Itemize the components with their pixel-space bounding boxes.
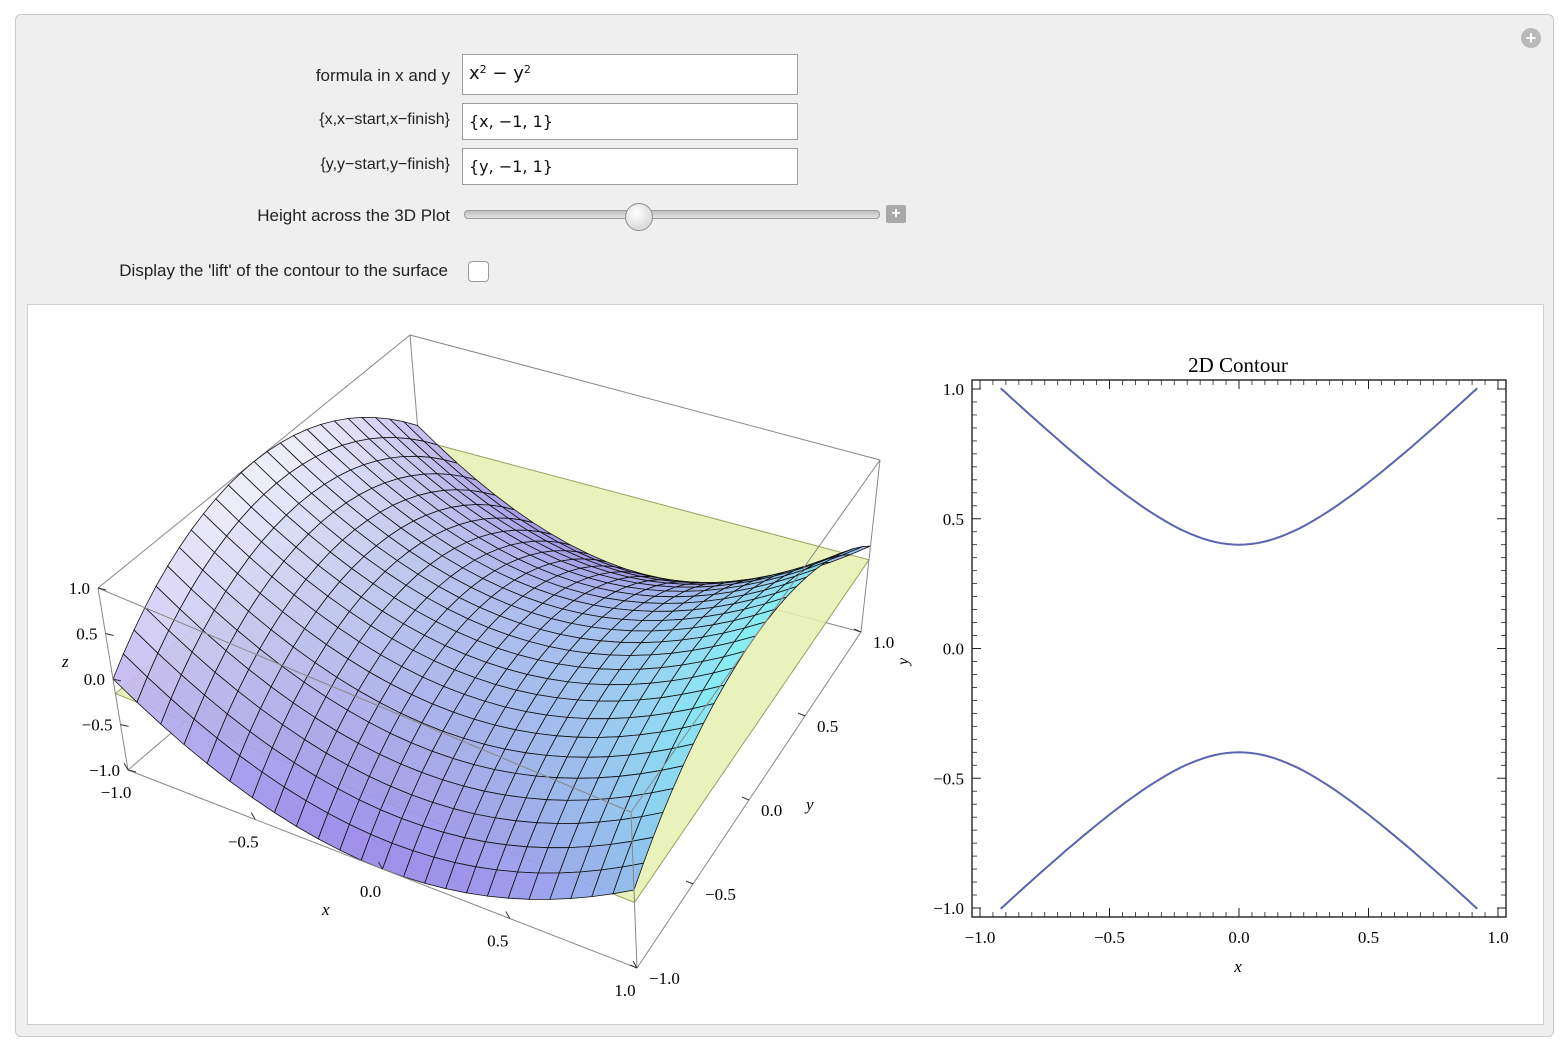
x-range-label: {x,x−start,x−finish} bbox=[319, 111, 450, 128]
box-edge-front bbox=[860, 459, 881, 633]
add-icon[interactable]: + bbox=[1521, 28, 1541, 48]
box-edge-front bbox=[630, 811, 638, 969]
y-tick-label: 0.5 bbox=[817, 717, 838, 736]
box-edge-front bbox=[97, 587, 632, 813]
z-tick-label: 0.0 bbox=[84, 670, 105, 689]
y-tick-mark bbox=[797, 712, 806, 717]
x-tick-label: 1.0 bbox=[614, 981, 635, 1000]
height-slider[interactable] bbox=[464, 210, 880, 219]
formula-y: y bbox=[513, 63, 524, 84]
formula-label: formula in x and y bbox=[315, 66, 450, 85]
y-axis-label-3d-upper: y bbox=[895, 657, 912, 667]
formula-x-exp: 2 bbox=[479, 63, 487, 76]
z-axis-label: z bbox=[61, 652, 69, 671]
y-range-input[interactable]: {y, −1, 1} bbox=[462, 148, 798, 185]
y-axis-label-3d: y bbox=[804, 795, 814, 814]
y-tick-label: 0.0 bbox=[943, 640, 964, 659]
y-tick-label: 0.5 bbox=[943, 510, 964, 529]
z-tick-mark bbox=[105, 633, 114, 636]
surface-mesh bbox=[112, 416, 871, 900]
y-tick-label: −1.0 bbox=[933, 899, 964, 918]
y-tick-label: −0.5 bbox=[933, 769, 964, 788]
height-slider-thumb[interactable] bbox=[625, 203, 653, 231]
z-tick-mark bbox=[97, 587, 107, 591]
y-tick-label: −0.5 bbox=[705, 885, 736, 904]
height-slider-label: Height across the 3D Plot bbox=[257, 206, 450, 225]
x-tick-label: 0.5 bbox=[1358, 928, 1379, 947]
z-tick-label: −0.5 bbox=[82, 716, 113, 735]
x-tick-mark bbox=[250, 812, 256, 820]
formula-x: x bbox=[469, 63, 480, 84]
x-tick-label: 0.0 bbox=[360, 882, 381, 901]
contour-line-1 bbox=[1000, 387, 1478, 546]
z-tick-mark bbox=[127, 769, 137, 773]
x-tick-mark bbox=[378, 861, 383, 870]
slider-expand-icon[interactable]: + bbox=[886, 205, 906, 223]
contour-frame bbox=[971, 379, 1507, 918]
z-tick-mark bbox=[112, 678, 122, 682]
y-tick-mark bbox=[685, 880, 694, 885]
y-tick-mark bbox=[629, 964, 638, 969]
x-tick-label: 1.0 bbox=[1487, 928, 1508, 947]
z-tick-label: 0.5 bbox=[76, 625, 97, 644]
contour-x-axis-label: x bbox=[1233, 957, 1242, 976]
y-tick-mark bbox=[853, 628, 862, 633]
x-tick-label: 0.5 bbox=[487, 932, 508, 951]
lift-checkbox[interactable] bbox=[468, 261, 489, 282]
contour-lines bbox=[1000, 387, 1478, 910]
contour-ticks: −1.0 −0.5 0.0 0.5 1.0 1.0 0.5 0.0 −0.5 −1.0 bbox=[933, 380, 1509, 947]
x-tick-label: −1.0 bbox=[101, 783, 132, 802]
contour-title: 2D Contour bbox=[1188, 353, 1288, 377]
x-tick-mark bbox=[632, 960, 638, 969]
x-tick-mark bbox=[505, 911, 511, 919]
z-tick-label: −1.0 bbox=[89, 761, 120, 780]
y-tick-label: 0.0 bbox=[761, 801, 782, 820]
x-axis-label-3d: x bbox=[321, 900, 330, 919]
x-tick-label: −0.5 bbox=[228, 833, 259, 852]
y-tick-label: 1.0 bbox=[873, 633, 894, 652]
x-range-input[interactable]: {x, −1, 1} bbox=[462, 103, 798, 140]
contour-line-2 bbox=[1000, 751, 1478, 910]
surface-cell bbox=[612, 862, 645, 895]
box-edge-back bbox=[409, 334, 881, 461]
lift-checkbox-label: Display the 'lift' of the contour to the… bbox=[119, 261, 448, 280]
x-tick-label: −1.0 bbox=[965, 928, 996, 947]
y-tick-label: 1.0 bbox=[943, 380, 964, 399]
x-tick-mark bbox=[123, 762, 129, 771]
formula-minus: − bbox=[486, 63, 514, 84]
x-tick-label: −0.5 bbox=[1094, 928, 1125, 947]
x-tick-label: 0.0 bbox=[1228, 928, 1249, 947]
formula-y-exp: 2 bbox=[523, 63, 531, 76]
box-edge-front bbox=[630, 459, 881, 813]
z-tick-label: 1.0 bbox=[69, 579, 90, 598]
y-tick-mark bbox=[741, 796, 750, 801]
y-range-label: {y,y−start,y−finish} bbox=[320, 156, 450, 173]
formula-input[interactable]: x2 − y2 bbox=[462, 54, 798, 95]
z-tick-mark bbox=[120, 724, 129, 727]
y-tick-label: −1.0 bbox=[649, 969, 680, 988]
plot3d-ticks: 1.0 0.5 0.0 −0.5 −1.0 −1.0 −0.5 0.0 0.5 1.0 1.0 0.5… bbox=[69, 579, 895, 1000]
